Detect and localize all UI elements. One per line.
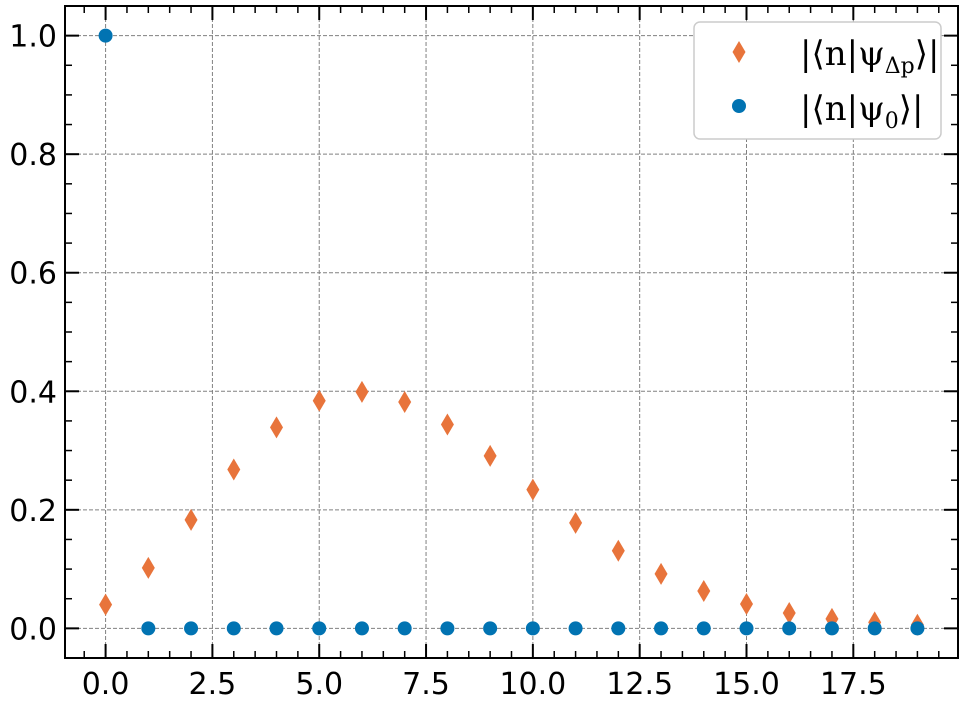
x-tick-labels: 0.0 2.5 5.0 7.5 10.0 12.5 15.0 17.5	[82, 667, 887, 702]
x-tick-label: 17.5	[820, 667, 887, 702]
data-point-diamond	[697, 580, 710, 602]
legend-label-psi-0: |⟨n|ψ0⟩|	[800, 89, 923, 134]
data-point-circle	[483, 621, 497, 635]
data-point-circle	[526, 621, 540, 635]
data-point-diamond	[227, 459, 240, 481]
y-tick-label: 0.8	[9, 138, 57, 173]
data-point-diamond	[142, 557, 155, 579]
data-point-circle	[569, 621, 583, 635]
data-point-diamond	[612, 540, 625, 562]
data-point-circle	[654, 621, 668, 635]
y-tick-labels: 0.0 0.2 0.4 0.6 0.8 1.0	[9, 20, 57, 648]
data-point-diamond	[526, 479, 539, 501]
x-tick-label: 12.5	[606, 667, 673, 702]
data-point-circle	[270, 621, 284, 635]
legend-marker-circle	[732, 99, 746, 113]
data-point-diamond	[740, 593, 753, 615]
x-tick-label: 7.5	[402, 667, 450, 702]
data-point-diamond	[270, 416, 283, 438]
data-point-circle	[141, 621, 155, 635]
data-point-diamond	[398, 391, 411, 413]
data-point-diamond	[484, 445, 497, 467]
legend-circle-mark	[732, 99, 746, 113]
data-point-diamond	[185, 509, 198, 531]
data-point-circle	[312, 621, 326, 635]
x-tick-label: 10.0	[499, 667, 566, 702]
data-point-diamond	[783, 602, 796, 624]
data-point-circle	[440, 621, 454, 635]
data-point-circle	[868, 621, 882, 635]
y-tick-label: 0.2	[9, 494, 57, 529]
legend-label-psi-delta-p: |⟨n|ψΔp⟩|	[800, 34, 939, 79]
legend: |⟨n|ψΔp⟩| |⟨n|ψ0⟩|	[694, 22, 941, 139]
data-point-diamond	[569, 512, 582, 534]
data-point-circle	[99, 29, 113, 43]
x-tick-label: 5.0	[295, 667, 343, 702]
y-tick-label: 1.0	[9, 20, 57, 55]
y-tick-label: 0.6	[9, 257, 57, 292]
data-point-circle	[227, 621, 241, 635]
x-tick-label: 0.0	[82, 667, 130, 702]
data-point-circle	[184, 621, 198, 635]
data-point-circle	[910, 621, 924, 635]
data-point-diamond	[441, 413, 454, 435]
data-point-circle	[611, 621, 625, 635]
data-point-diamond	[99, 594, 112, 616]
data-point-circle	[782, 621, 796, 635]
data-point-diamond	[655, 563, 668, 585]
series-diamond	[99, 381, 924, 636]
data-point-diamond	[313, 390, 326, 412]
y-tick-label: 0.4	[9, 375, 57, 410]
data-point-diamond	[355, 381, 368, 403]
data-point-circle	[355, 621, 369, 635]
x-tick-label: 15.0	[713, 667, 780, 702]
y-tick-label: 0.0	[9, 612, 57, 647]
data-point-circle	[825, 621, 839, 635]
data-point-circle	[398, 621, 412, 635]
x-tick-label: 2.5	[189, 667, 237, 702]
data-point-circle	[697, 621, 711, 635]
data-point-circle	[740, 621, 754, 635]
